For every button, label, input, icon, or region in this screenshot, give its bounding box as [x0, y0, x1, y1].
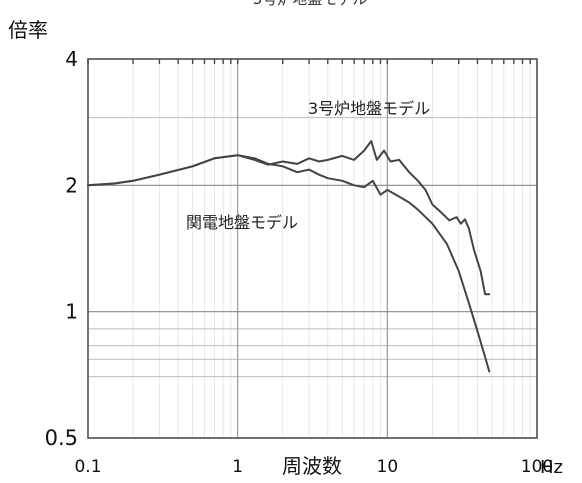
y-tick-label: 2	[65, 173, 78, 197]
plot-frame	[87, 58, 538, 439]
series-label-kanden: 関電地盤モデル	[186, 213, 298, 232]
x-axis-unit: Hz	[540, 457, 563, 478]
y-tick-label: 0.5	[45, 426, 78, 450]
y-axis-label: 倍率	[8, 18, 48, 42]
x-tick-label: 0.1	[74, 457, 101, 477]
y-tick-label: 4	[65, 47, 78, 71]
series-label-3goro: 3号炉地盤モデル	[308, 99, 430, 118]
x-tick-label: 100	[521, 457, 553, 477]
series-line-2	[87, 154, 491, 373]
y-tick-label: 1	[65, 300, 78, 324]
x-tick-label: 10	[377, 457, 399, 477]
x-axis-label: 周波数	[282, 454, 342, 478]
chart-title: 3号炉地盤モデル	[253, 0, 368, 8]
plot-area	[88, 59, 537, 438]
x-tick-label: 1	[232, 457, 243, 477]
